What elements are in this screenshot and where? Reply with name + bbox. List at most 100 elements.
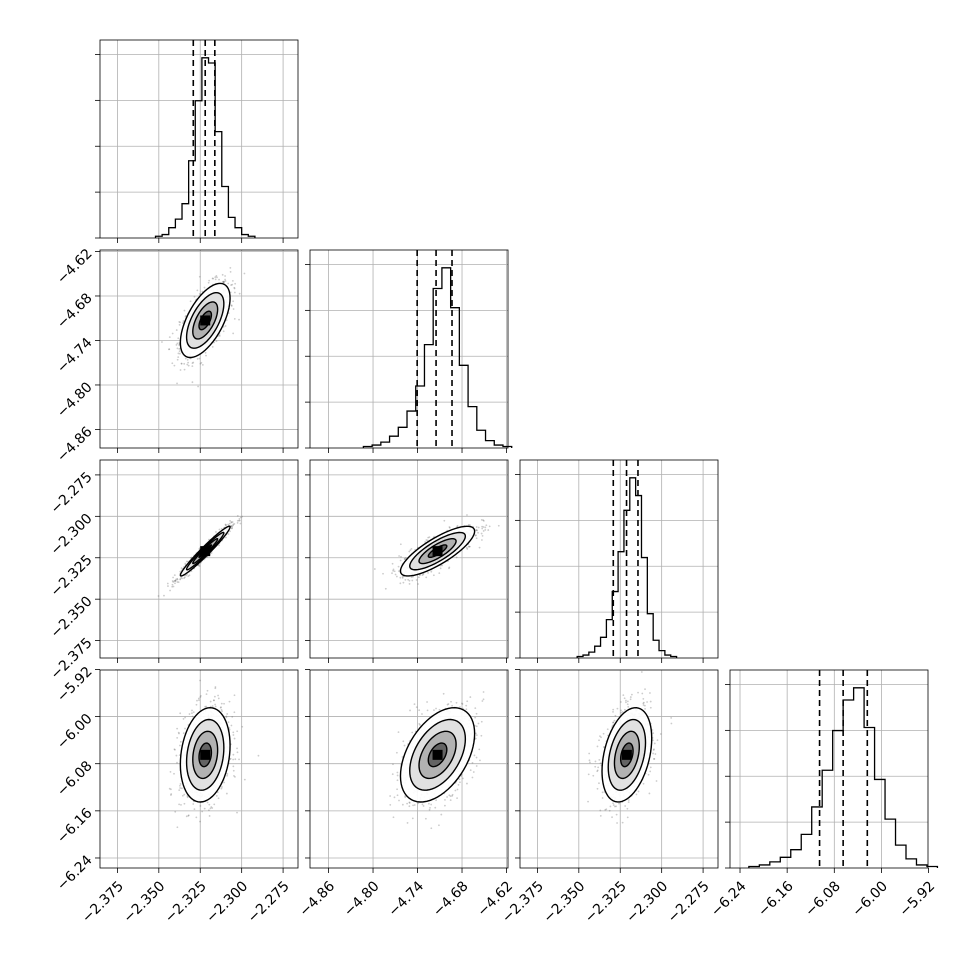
sample-point [392,569,395,572]
sample-point [232,332,235,335]
sample-point [373,568,376,570]
sample-point [221,280,224,283]
sample-point [401,575,404,578]
sample-point [157,595,160,597]
sample-point [215,794,218,797]
sample-point [623,708,626,711]
sample-point [461,703,464,705]
sample-point [233,317,236,320]
sample-point [465,546,468,549]
sample-point [402,581,405,584]
sample-point [232,769,235,772]
sample-point [609,805,612,808]
sample-point [222,330,225,333]
sample-point [224,524,227,527]
sample-point [482,691,485,693]
sample-point [236,747,238,750]
sample-point [230,527,233,530]
sample-point [417,576,420,579]
sample-point [213,803,216,806]
sample-point [177,337,180,340]
sample-point [226,713,229,715]
sample-point [170,794,172,796]
sample-point [227,533,230,535]
sample-point [233,694,236,697]
sample-point [443,519,446,522]
sample-point [212,699,215,702]
sample-point [469,769,472,772]
sample-point [175,578,177,581]
sample-point [404,578,407,581]
sample-point [178,323,181,326]
sample-point [426,539,429,542]
sample-point [233,774,235,777]
sample-point [239,519,241,522]
sample-point [174,582,176,585]
sample-point [480,720,483,723]
sample-point [474,737,477,740]
sample-point [173,772,175,775]
sample-point [429,806,431,809]
sample-point [178,348,181,350]
sample-point [401,577,404,579]
sample-point [243,272,246,275]
sample-point [229,520,232,522]
sample-point [193,295,196,298]
sample-point [471,776,474,779]
sample-point [182,320,185,322]
sample-point [467,523,470,526]
sample-point [204,705,207,708]
sample-point [480,532,483,535]
sample-point [409,709,411,712]
sample-point [225,319,228,321]
sample-point [448,566,451,569]
sample-point [220,706,222,709]
sample-point [180,787,183,790]
sample-point [448,794,451,797]
sample-point [466,700,469,703]
sample-point [191,712,193,715]
sample-point [232,731,235,734]
sample-point [211,807,214,809]
sample-point [214,687,217,690]
sample-point [224,523,227,526]
sample-point [417,802,420,805]
sample-point [475,529,478,531]
sample-point [398,555,400,557]
sample-point [408,579,411,582]
sample-point [236,751,239,754]
sample-point [435,799,437,802]
sample-point [461,702,463,705]
sample-point [178,789,181,792]
sample-point [444,804,446,807]
sample-point [427,572,429,574]
sample-point [637,790,640,793]
sample-point [485,524,488,527]
sample-point [417,583,419,585]
sample-point [183,362,186,365]
panel-frame [99,249,299,449]
sample-point [187,814,190,817]
sample-point [210,552,213,554]
sample-point [227,721,230,724]
sample-point [396,788,398,791]
sample-point [169,589,171,592]
sample-point [233,522,236,525]
sample-point [413,804,416,806]
sample-point [207,281,210,284]
scatter-layer [161,266,246,388]
panel-1-0 [95,249,299,453]
sample-point [425,539,428,541]
panel-2-0 [95,459,299,663]
scatter-layer [389,691,485,830]
sample-point [400,555,402,558]
sample-point [220,702,223,705]
sample-point [199,362,202,365]
sample-point [211,345,214,348]
sample-point [231,283,234,286]
sample-point [206,801,209,804]
sample-point [649,692,651,694]
sample-point [229,757,232,760]
sample-point [435,707,437,710]
sample-point [396,794,399,797]
